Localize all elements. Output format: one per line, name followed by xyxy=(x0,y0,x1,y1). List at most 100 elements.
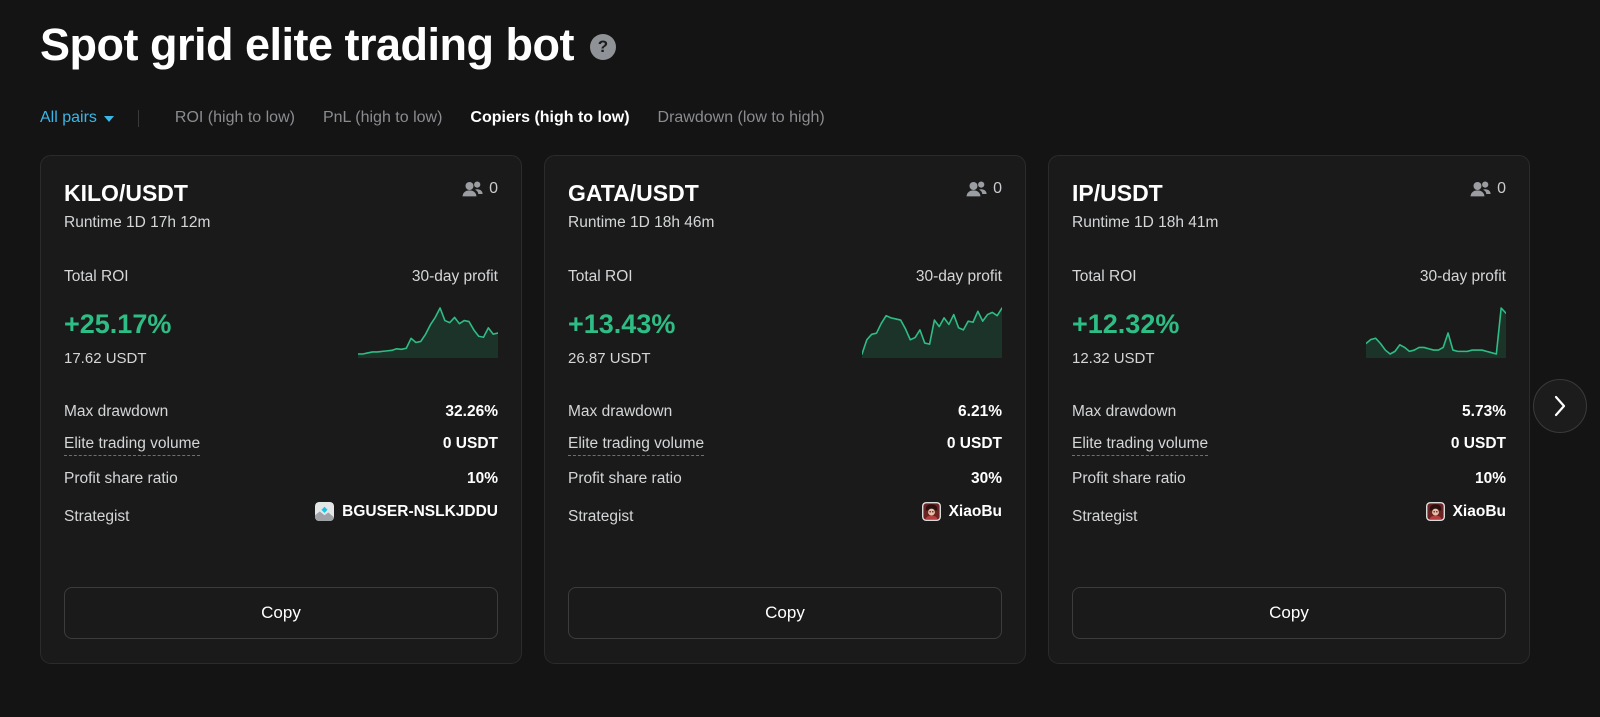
chevron-down-icon xyxy=(103,116,114,122)
runtime-text: Runtime 1D 18h 46m xyxy=(568,214,715,232)
card-identity: KILO/USDT Runtime 1D 17h 12m xyxy=(64,180,210,232)
runtime-text: Runtime 1D 18h 41m xyxy=(1072,214,1219,232)
bot-cards-row: KILO/USDT Runtime 1D 17h 12m 0 Total ROI… xyxy=(40,155,1587,664)
sort-tab-roi[interactable]: ROI (high to low) xyxy=(174,109,295,126)
roi-block: Total ROI +12.32% 12.32 USDT xyxy=(1072,268,1179,367)
bot-card[interactable]: KILO/USDT Runtime 1D 17h 12m 0 Total ROI… xyxy=(40,155,522,664)
chevron-right-icon xyxy=(1554,395,1566,417)
elite-trading-volume-value: 0 USDT xyxy=(1450,435,1506,453)
all-pairs-dropdown[interactable]: All pairs xyxy=(40,109,114,127)
profit-share-ratio-value: 30% xyxy=(970,470,1002,488)
total-roi-value: +25.17% xyxy=(64,309,172,340)
strategist-name: XiaoBu xyxy=(1452,502,1506,520)
sort-tab-pnl[interactable]: PnL (high to low) xyxy=(322,109,443,126)
max-drawdown-value: 5.73% xyxy=(1462,403,1506,421)
total-roi-amount: 17.62 USDT xyxy=(64,350,147,368)
next-page-arrow-button[interactable] xyxy=(1533,379,1587,433)
elite-trading-volume-value: 0 USDT xyxy=(946,435,1002,453)
group-people-icon xyxy=(1470,181,1491,197)
total-roi-label: Total ROI xyxy=(1072,268,1137,286)
card-identity: IP/USDT Runtime 1D 18h 41m xyxy=(1072,180,1218,232)
strategist-link[interactable]: XiaoBu xyxy=(921,502,1002,522)
question-mark-circle-icon[interactable]: ? xyxy=(589,34,616,60)
profit-share-ratio-label: Profit share ratio xyxy=(568,470,682,488)
elite-trading-volume-label[interactable]: Elite trading volume xyxy=(568,435,705,457)
profit-chart-block: 30-day profit xyxy=(802,268,1002,359)
stat-row: Strategist BGUSER-NSLKJDDU xyxy=(64,502,498,526)
copy-button[interactable]: Copy xyxy=(568,587,1002,639)
runtime-text: Runtime 1D 17h 12m xyxy=(64,214,211,232)
group-people-icon xyxy=(462,181,483,197)
default-diamond-avatar-icon xyxy=(315,502,335,522)
roi-and-chart-block: Total ROI +13.43% 26.87 USDT 30-day prof… xyxy=(568,268,1002,367)
trading-pair-name: GATA/USDT xyxy=(568,180,699,206)
copy-button[interactable]: Copy xyxy=(1072,587,1506,639)
copy-button[interactable]: Copy xyxy=(64,587,498,639)
total-roi-amount: 12.32 USDT xyxy=(1072,350,1155,368)
chart-label: 30-day profit xyxy=(1419,268,1506,286)
sort-tab-copiers[interactable]: Copiers (high to low) xyxy=(470,109,630,126)
anime-character-avatar-icon xyxy=(921,502,941,522)
card-header: GATA/USDT Runtime 1D 18h 46m 0 xyxy=(568,180,1002,232)
elite-trading-volume-label[interactable]: Elite trading volume xyxy=(1072,435,1209,457)
strategist-link[interactable]: BGUSER-NSLKJDDU xyxy=(315,502,498,522)
profit-share-ratio-value: 10% xyxy=(466,470,498,488)
profit-sparkline-chart xyxy=(358,307,498,359)
copiers-count-group: 0 xyxy=(966,180,1002,198)
total-roi-amount: 26.87 USDT xyxy=(568,350,651,368)
profit-chart-block: 30-day profit xyxy=(1306,268,1506,359)
stat-row: Elite trading volume 0 USDT xyxy=(1072,435,1506,457)
chart-label: 30-day profit xyxy=(411,268,498,286)
sort-tab-drawdown[interactable]: Drawdown (low to high) xyxy=(657,109,825,126)
bot-card[interactable]: IP/USDT Runtime 1D 18h 41m 0 Total ROI +… xyxy=(1048,155,1530,664)
card-identity: GATA/USDT Runtime 1D 18h 46m xyxy=(568,180,714,232)
bot-card[interactable]: GATA/USDT Runtime 1D 18h 46m 0 Total ROI… xyxy=(544,155,1026,664)
strategist-link[interactable]: XiaoBu xyxy=(1425,502,1506,522)
total-roi-label: Total ROI xyxy=(64,268,129,286)
copiers-count: 0 xyxy=(993,180,1002,197)
copiers-count-group: 0 xyxy=(462,180,498,198)
all-pairs-label: All pairs xyxy=(40,109,97,126)
vertical-divider xyxy=(137,109,139,127)
profit-share-ratio-label: Profit share ratio xyxy=(1072,470,1186,488)
strategist-name: BGUSER-NSLKJDDU xyxy=(342,502,498,520)
card-stats: Max drawdown 32.26% Elite trading volume… xyxy=(64,403,498,526)
page-title: Spot grid elite trading bot xyxy=(40,18,574,70)
stat-row: Strategist XiaoBu xyxy=(568,502,1002,526)
stat-row: Profit share ratio 30% xyxy=(568,470,1002,488)
stat-row: Max drawdown 6.21% xyxy=(568,403,1002,421)
stat-row: Profit share ratio 10% xyxy=(64,470,498,488)
trading-pair-name: KILO/USDT xyxy=(64,180,188,206)
max-drawdown-label: Max drawdown xyxy=(568,403,673,421)
elite-trading-volume-value: 0 USDT xyxy=(442,435,498,453)
stat-row: Max drawdown 32.26% xyxy=(64,403,498,421)
roi-block: Total ROI +13.43% 26.87 USDT xyxy=(568,268,675,367)
profit-sparkline-chart xyxy=(862,307,1002,359)
copiers-count-group: 0 xyxy=(1470,180,1506,198)
stat-row: Max drawdown 5.73% xyxy=(1072,403,1506,421)
copiers-count: 0 xyxy=(489,180,498,197)
card-header: KILO/USDT Runtime 1D 17h 12m 0 xyxy=(64,180,498,232)
strategist-label: Strategist xyxy=(568,508,634,526)
filter-sort-bar: All pairs ROI (high to low) PnL (high to… xyxy=(40,94,1560,142)
page-header: Spot grid elite trading bot ? xyxy=(40,0,1560,76)
stat-row: Strategist XiaoBu xyxy=(1072,502,1506,526)
profit-share-ratio-label: Profit share ratio xyxy=(64,470,178,488)
total-roi-value: +13.43% xyxy=(568,309,676,340)
max-drawdown-value: 32.26% xyxy=(445,403,498,421)
roi-and-chart-block: Total ROI +12.32% 12.32 USDT 30-day prof… xyxy=(1072,268,1506,367)
max-drawdown-label: Max drawdown xyxy=(1072,403,1177,421)
chart-label: 30-day profit xyxy=(915,268,1002,286)
total-roi-label: Total ROI xyxy=(568,268,633,286)
roi-block: Total ROI +25.17% 17.62 USDT xyxy=(64,268,171,367)
max-drawdown-value: 6.21% xyxy=(958,403,1002,421)
elite-trading-volume-label[interactable]: Elite trading volume xyxy=(64,435,201,457)
max-drawdown-label: Max drawdown xyxy=(64,403,169,421)
group-people-icon xyxy=(966,181,987,197)
strategist-name: XiaoBu xyxy=(948,502,1002,520)
profit-chart-block: 30-day profit xyxy=(298,268,498,359)
trading-pair-name: IP/USDT xyxy=(1072,180,1163,206)
stat-row: Elite trading volume 0 USDT xyxy=(64,435,498,457)
stat-row: Elite trading volume 0 USDT xyxy=(568,435,1002,457)
